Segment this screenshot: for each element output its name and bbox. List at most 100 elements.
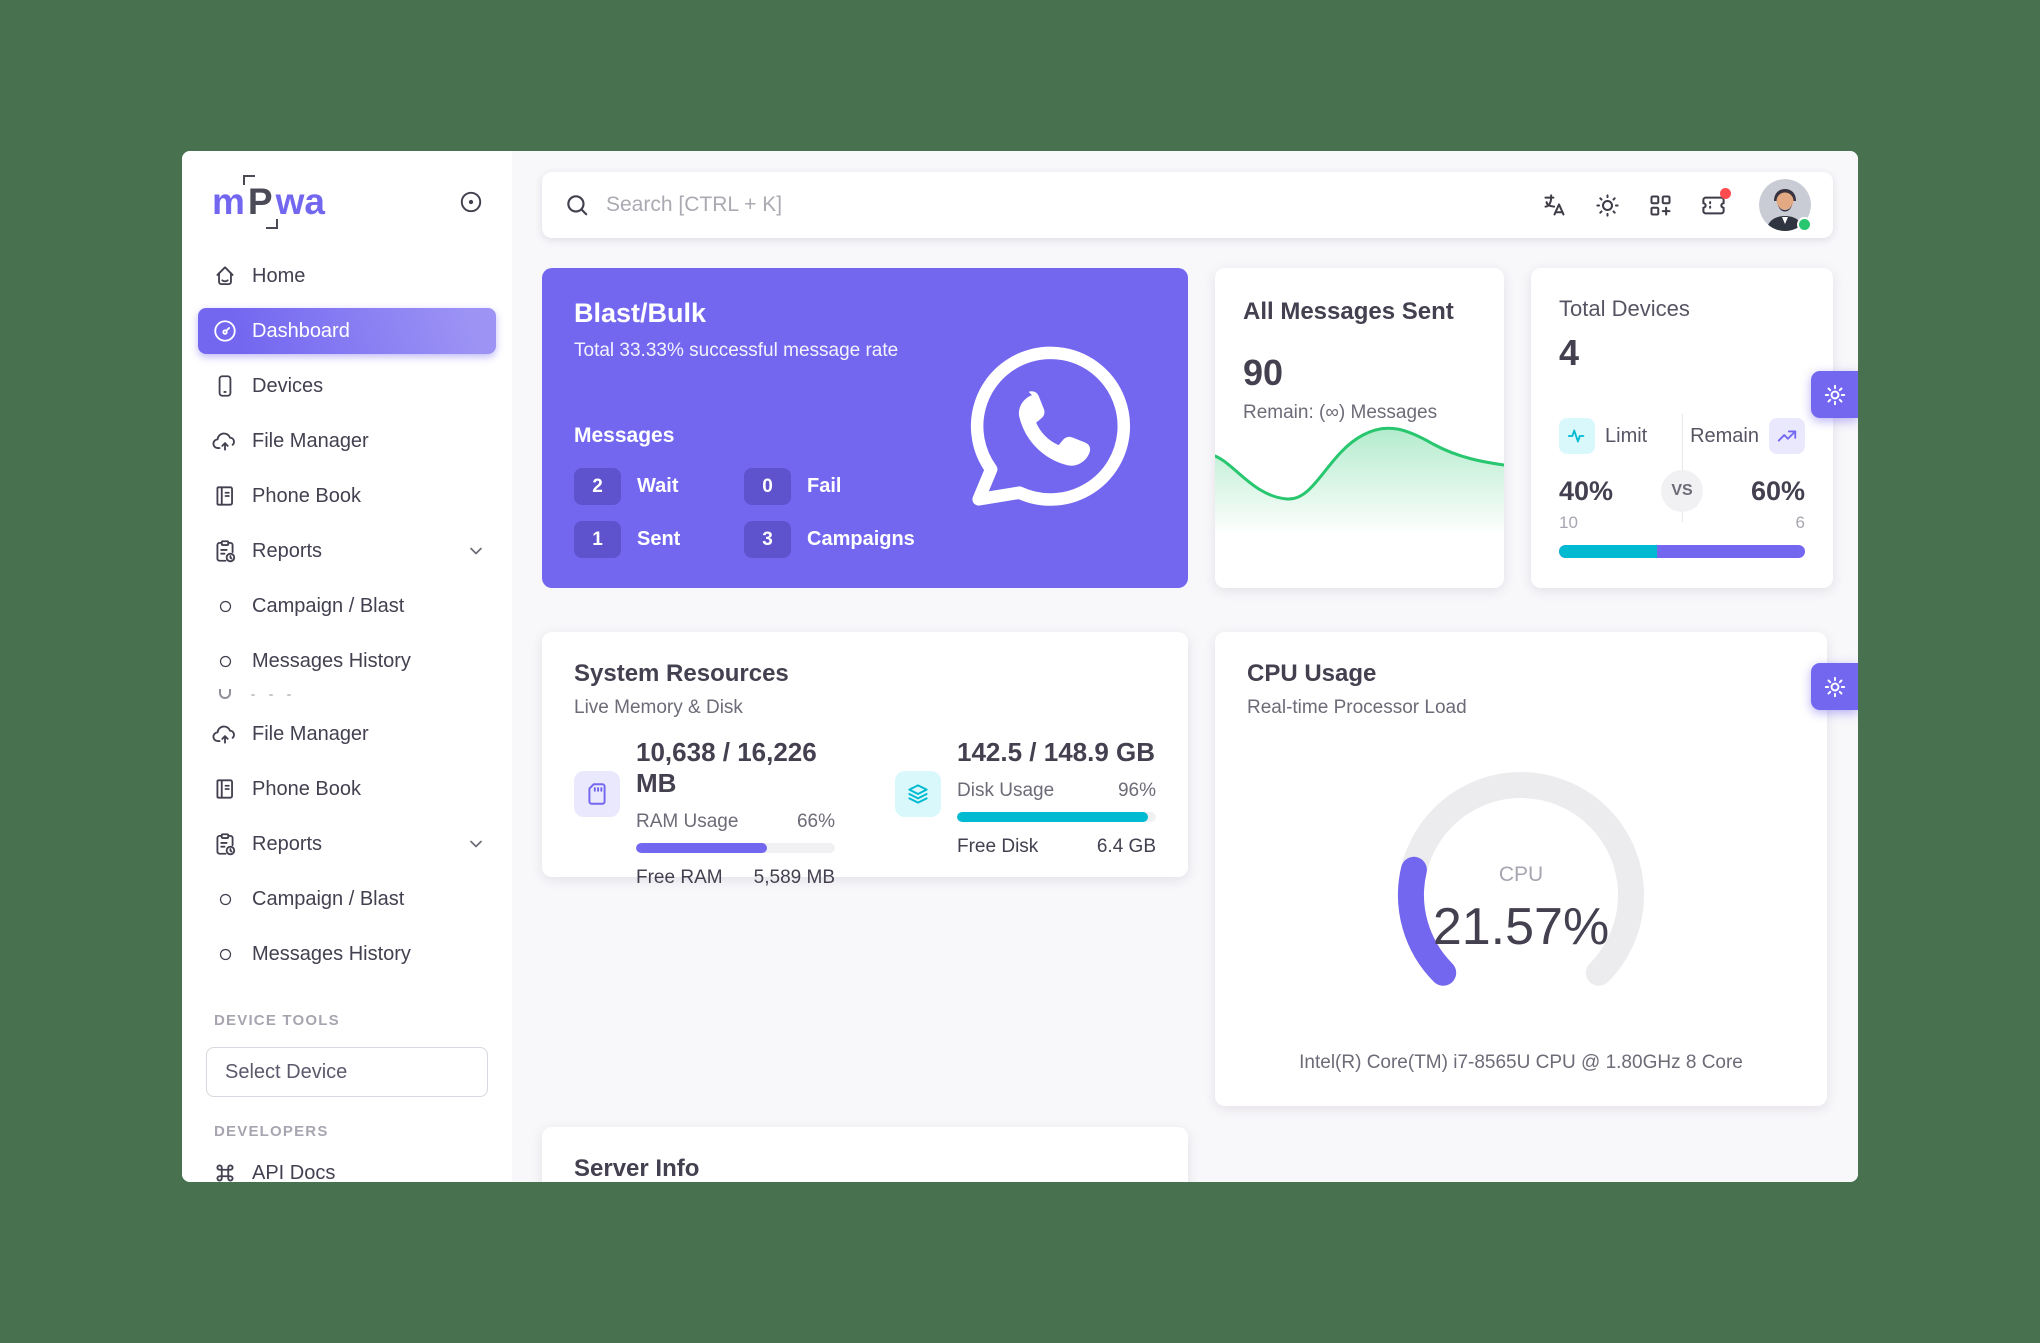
- server-info-card: Server Info Environment Versions php PHP…: [542, 1127, 1188, 1182]
- sidebar-item-api-docs[interactable]: API Docs: [198, 1150, 496, 1182]
- free-ram-label: Free RAM: [636, 867, 723, 888]
- messages-count: 90: [1243, 352, 1284, 393]
- sidebar-item-label: API Docs: [252, 1161, 336, 1183]
- sidebar-item-label: Reports: [252, 539, 323, 562]
- resources-subtitle: Live Memory & Disk: [574, 697, 743, 718]
- sidebar-item-dashboard[interactable]: Dashboard: [198, 308, 496, 354]
- notifications-ticket-icon[interactable]: [1700, 187, 1731, 219]
- circle-bullet-icon: [212, 886, 238, 912]
- limit-side: Limit: [1559, 418, 1647, 454]
- devices-ratio-limit-segment: [1559, 545, 1658, 558]
- ram-usage-label: RAM Usage: [636, 811, 739, 832]
- devices-ratio-bar: [1559, 545, 1805, 558]
- sidebar-item-messages-history-2[interactable]: Messages History: [198, 931, 496, 977]
- search-input[interactable]: [606, 193, 1026, 217]
- customizer-gear-button-2[interactable]: [1811, 663, 1858, 710]
- sidebar-item-label: Phone Book: [252, 777, 361, 800]
- smartphone-icon: [212, 373, 238, 399]
- circle-bullet-icon: [212, 593, 238, 619]
- sidebar-item-file-manager[interactable]: File Manager: [198, 418, 496, 464]
- section-developers: DEVELOPERS: [214, 1123, 329, 1140]
- total-devices-card: Total Devices 4 Limit Remain: [1531, 268, 1833, 588]
- sidebar-item-label: File Manager: [252, 429, 369, 452]
- section-device-tools: DEVICE TOOLS: [214, 1012, 340, 1029]
- sidebar-item-phone-book[interactable]: Phone Book: [198, 473, 496, 519]
- disk-progress-fill: [957, 812, 1149, 822]
- disk-block: 142.5 / 148.9 GB Disk Usage 96% Free Dis…: [895, 737, 1156, 889]
- circle-bullet-icon: [212, 941, 238, 967]
- sidebar-item-phone-book-2[interactable]: Phone Book: [198, 766, 496, 812]
- theme-sun-icon[interactable]: [1594, 192, 1621, 219]
- online-status-dot: [1797, 217, 1812, 232]
- sidebar-item-campaign-blast[interactable]: Campaign / Blast: [198, 583, 496, 629]
- cpu-gauge-label: CPU: [1498, 863, 1544, 886]
- vs-badge: VS: [1661, 470, 1703, 512]
- remain-percent: 60%: [1750, 476, 1805, 506]
- sidebar-item-file-manager-2[interactable]: File Manager: [198, 711, 496, 757]
- remain-side: Remain: [1690, 418, 1805, 454]
- cpu-usage-card: CPU Usage Real-time Processor Load CPU 2…: [1215, 632, 1827, 1106]
- remain-value: 6: [1795, 513, 1805, 532]
- stat-wait-value: 2: [574, 468, 621, 505]
- sidebar-menu: Home Dashboard Devices File Manager: [182, 253, 512, 977]
- stack-icon: [895, 771, 941, 817]
- ram-block: 10,638 / 16,226 MB RAM Usage 66% Free RA…: [574, 737, 835, 889]
- sidebar-item-reports[interactable]: Reports: [198, 528, 496, 574]
- customizer-gear-button-1[interactable]: [1811, 371, 1858, 418]
- blast-messages-label: Messages: [574, 424, 675, 447]
- home-icon: [212, 263, 238, 289]
- stat-wait: 2 Wait: [574, 468, 744, 505]
- sidebar-item-campaign-blast-2[interactable]: Campaign / Blast: [198, 876, 496, 922]
- search-icon[interactable]: [564, 192, 590, 218]
- stat-campaigns: 3 Campaigns: [744, 521, 994, 558]
- sidebar-item-label: Home: [252, 264, 306, 287]
- remain-label: Remain: [1690, 424, 1759, 447]
- logo-m: m: [212, 181, 245, 222]
- all-messages-card: All Messages Sent 90 Remain: (∞) Message…: [1215, 268, 1504, 588]
- sidebar-item-messages-history[interactable]: Messages History: [198, 638, 496, 684]
- navbar-actions: [1541, 179, 1812, 232]
- top-navbar: [542, 172, 1833, 238]
- shortcuts-grid-icon[interactable]: [1647, 192, 1674, 219]
- ram-usage-percent: 66%: [796, 811, 835, 832]
- blast-subtitle: Total 33.33% successful message rate: [574, 340, 899, 361]
- stat-fail-label: Fail: [807, 475, 842, 497]
- stat-campaigns-label: Campaigns: [807, 528, 915, 550]
- whatsapp-icon: [952, 326, 1152, 526]
- activity-icon: [1559, 418, 1595, 454]
- sidebar-item-label: Devices: [252, 374, 324, 397]
- free-ram-value: 5,589 MB: [753, 867, 835, 888]
- cloud-upload-icon: [212, 428, 238, 454]
- sidebar-item-home[interactable]: Home: [198, 253, 496, 299]
- free-disk-value: 6.4 GB: [1096, 836, 1156, 857]
- language-icon[interactable]: [1541, 192, 1568, 219]
- stat-sent-value: 1: [574, 521, 621, 558]
- sidebar-pin-toggle-icon[interactable]: [458, 189, 484, 215]
- sidebar-item-label: Messages History: [252, 649, 411, 672]
- cpu-subtitle: Real-time Processor Load: [1247, 697, 1467, 718]
- user-avatar[interactable]: [1759, 179, 1812, 232]
- dashboard-icon: [212, 318, 238, 344]
- notebook-icon: [212, 776, 238, 802]
- select-device-dropdown[interactable]: Select Device: [206, 1047, 488, 1097]
- devices-title: Total Devices: [1559, 296, 1690, 321]
- messages-remain: Remain: (∞) Messages: [1243, 402, 1438, 423]
- sidebar-item-label: Campaign / Blast: [252, 594, 405, 617]
- chevron-down-icon: [466, 541, 486, 561]
- sidebar-item-label: Messages History: [252, 942, 411, 965]
- cpu-gauge-value: 21.57%: [1432, 898, 1610, 956]
- disk-usage-percent: 96%: [1117, 780, 1156, 801]
- logo-p: P: [242, 175, 278, 229]
- sidebar-item-reports-2[interactable]: Reports: [198, 821, 496, 867]
- sidebar-item-label: Campaign / Blast: [252, 887, 405, 910]
- stat-fail: 0 Fail: [744, 468, 994, 505]
- blast-title: Blast/Bulk: [574, 298, 707, 328]
- disk-progress: [957, 812, 1156, 822]
- cloud-upload-icon: [212, 721, 238, 747]
- sidebar-item-devices[interactable]: Devices: [198, 363, 496, 409]
- compare-divider: [1682, 414, 1683, 522]
